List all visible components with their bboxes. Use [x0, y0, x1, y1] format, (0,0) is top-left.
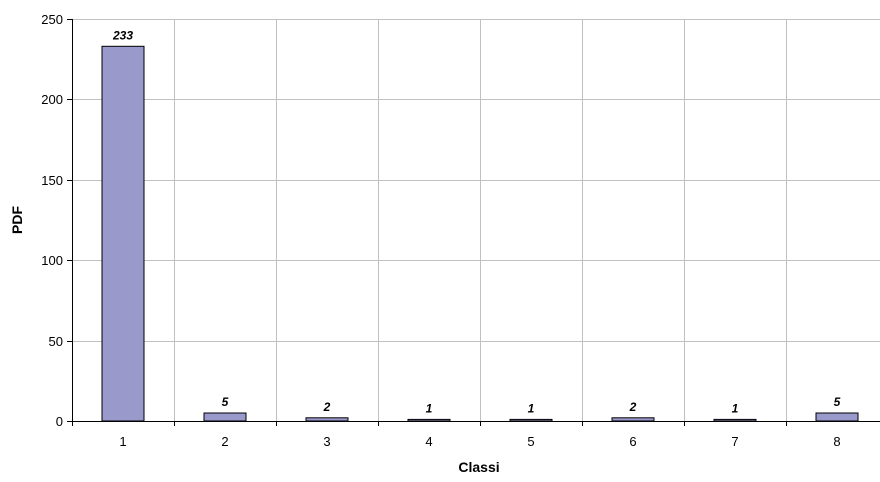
x-tick-label-7: 7	[731, 434, 738, 449]
y-tick-label: 100	[41, 253, 63, 268]
grid-layer	[72, 19, 880, 421]
axis-layer	[67, 19, 880, 426]
x-tick-label-4: 4	[425, 434, 432, 449]
bar-6	[611, 417, 655, 422]
bar-8	[815, 412, 859, 422]
bar-2	[203, 412, 247, 422]
label-layer: 0 50 100 150 200 250 233 1 5 2 2 3 1 4 1 5 2 6 1 7 5 8	[41, 12, 840, 449]
data-label-3: 2	[323, 400, 331, 414]
data-label-8: 5	[834, 395, 841, 409]
data-label-1: 233	[112, 28, 133, 42]
bar-5	[509, 418, 553, 422]
bar-3	[305, 417, 349, 422]
y-tick-label: 0	[56, 414, 63, 429]
bar-1	[101, 45, 145, 422]
bar-4	[407, 418, 451, 422]
data-label-5: 1	[528, 401, 535, 415]
bar-7	[713, 418, 757, 422]
x-tick-label-1: 1	[119, 434, 126, 449]
x-tick-label-5: 5	[527, 434, 534, 449]
x-axis-title: Classi	[458, 459, 499, 475]
x-tick-label-2: 2	[221, 434, 228, 449]
x-tick-label-6: 6	[629, 434, 636, 449]
x-tick-label-3: 3	[323, 434, 330, 449]
y-tick-label: 50	[49, 334, 63, 349]
y-tick-label: 250	[41, 12, 63, 27]
data-label-4: 1	[426, 401, 433, 415]
y-tick-label: 150	[41, 173, 63, 188]
data-label-6: 2	[629, 400, 637, 414]
data-label-7: 1	[732, 401, 739, 415]
data-label-2: 5	[222, 395, 229, 409]
y-axis-title: PDF	[9, 206, 25, 234]
x-tick-label-8: 8	[833, 434, 840, 449]
y-tick-label: 200	[41, 92, 63, 107]
